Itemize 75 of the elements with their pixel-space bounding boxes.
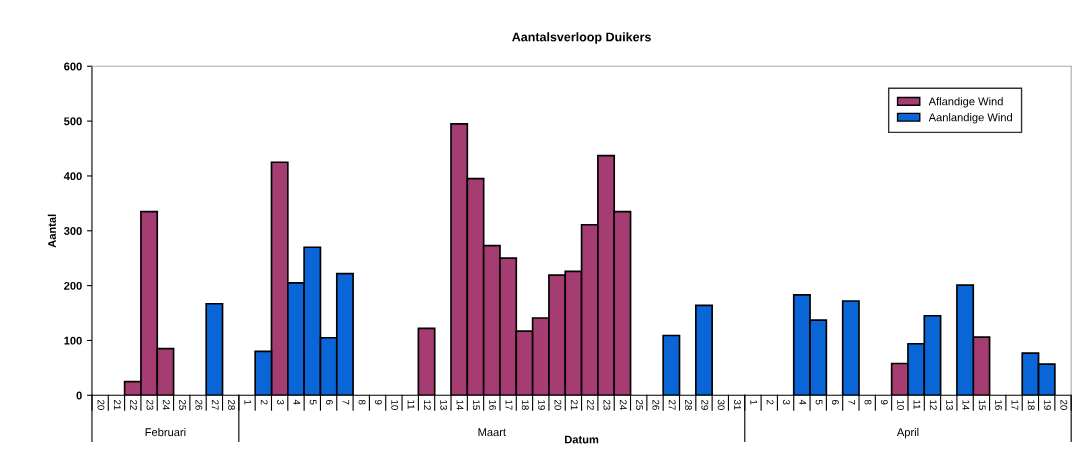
x-tick-label: 10	[391, 400, 399, 410]
y-tick-label: 0	[76, 391, 82, 400]
x-tick-label: 25	[179, 399, 187, 410]
x-tick-label: 20	[1060, 399, 1068, 410]
y-tick-label: 300	[63, 227, 82, 235]
x-tick-label: 9	[374, 399, 382, 405]
x-tick-label: 2	[766, 399, 774, 405]
x-tick-label: 15	[472, 400, 480, 410]
x-tick-label: 8	[358, 399, 366, 405]
text: April	[896, 427, 919, 439]
x-tick-label: 21	[113, 399, 121, 410]
text: Maart	[478, 428, 506, 437]
x-tick-label: 16	[489, 400, 497, 410]
x-tick-label: 6	[326, 399, 333, 405]
legend-label: Aanlandige Wind	[928, 113, 1012, 124]
x-tick-label: 14	[456, 400, 464, 410]
x-tick-label: 8	[864, 399, 872, 405]
x-tick-label: 5	[815, 399, 823, 405]
x-tick-label: 1	[750, 400, 758, 405]
x-tick-label: 1	[244, 400, 252, 405]
x-tick-label: 6	[831, 399, 839, 405]
x-tick-label: 7	[848, 399, 856, 405]
x-tick-label: 18	[1027, 400, 1035, 410]
x-tick-label: 26	[195, 399, 203, 410]
x-tick-label: 15	[978, 400, 986, 410]
x-tick-label: 28	[685, 399, 692, 410]
x-tick-label: 2	[260, 399, 268, 405]
x-tick-label: 16	[995, 400, 1003, 410]
x-tick-label: 28	[228, 399, 235, 410]
x-tick-label: 23	[146, 399, 154, 410]
x-tick-label: 13	[946, 400, 954, 410]
y-tick-label: 600	[64, 62, 82, 71]
x-tick-label: 11	[407, 400, 415, 410]
y-tick-label: 500	[64, 117, 82, 126]
y-tick-label: 200	[64, 281, 82, 290]
x-tick-label: 25	[636, 399, 643, 410]
x-tick-label: 9	[880, 399, 888, 405]
x-tick-label: 20	[554, 399, 562, 410]
x-tick-label: 22	[587, 399, 595, 410]
x-tick-label: 30	[717, 399, 725, 410]
x-tick-label: 27	[211, 399, 219, 410]
x-tick-label: 4	[293, 399, 301, 405]
x-tick-label: 13	[440, 400, 448, 410]
x-tick-label: 7	[342, 399, 350, 405]
x-axis-title: Datum	[565, 435, 599, 444]
text: Februari	[145, 427, 186, 437]
y-tick-label: 400	[63, 172, 82, 181]
x-tick-label: 26	[652, 399, 660, 410]
x-tick-label: 18	[521, 400, 529, 410]
x-tick-label: 3	[277, 399, 284, 405]
chart-title: Aantalsverloop Duikers	[512, 32, 651, 44]
x-tick-label: 4	[799, 399, 807, 405]
x-tick-label: 24	[162, 399, 170, 410]
x-tick-label: 19	[538, 400, 546, 410]
x-tick-label: 11	[913, 400, 921, 410]
x-tick-label: 23	[603, 399, 611, 410]
x-tick-label: 17	[1011, 400, 1019, 410]
x-tick-label: 19	[1044, 400, 1051, 410]
x-tick-label: 29	[701, 399, 709, 410]
x-tick-label: 3	[782, 399, 790, 405]
x-tick-label: 24	[619, 399, 627, 410]
legend-label: Aflandige Wind	[928, 97, 1003, 108]
x-tick-label: 17	[505, 400, 513, 410]
y-tick-label: 100	[64, 336, 82, 345]
x-tick-label: 14	[962, 400, 970, 410]
x-tick-label: 12	[929, 400, 937, 410]
y-axis-title: Aantal	[47, 214, 56, 248]
x-tick-label: 20	[97, 399, 105, 410]
x-tick-label: 27	[668, 399, 676, 410]
x-tick-label: 21	[570, 399, 578, 410]
x-tick-label: 5	[309, 399, 317, 405]
x-tick-label: 10	[897, 400, 905, 410]
x-tick-label: 12	[424, 400, 431, 410]
x-tick-label: 31	[734, 399, 741, 410]
x-tick-label: 22	[130, 399, 138, 410]
